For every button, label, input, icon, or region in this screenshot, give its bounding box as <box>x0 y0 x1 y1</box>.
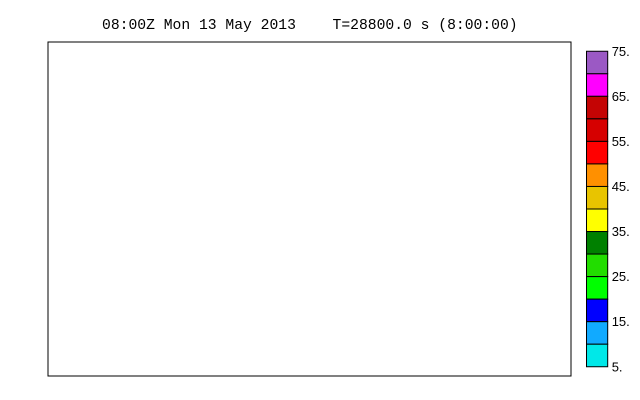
svg-text:45.: 45. <box>612 179 630 194</box>
svg-text:65.: 65. <box>612 89 630 104</box>
svg-text:15.: 15. <box>612 314 630 329</box>
svg-text:35.: 35. <box>612 224 630 239</box>
svg-text:5.: 5. <box>612 359 623 374</box>
svg-text:75.: 75. <box>612 44 630 59</box>
svg-text:25.: 25. <box>612 269 630 284</box>
svg-text:55.: 55. <box>612 134 630 149</box>
